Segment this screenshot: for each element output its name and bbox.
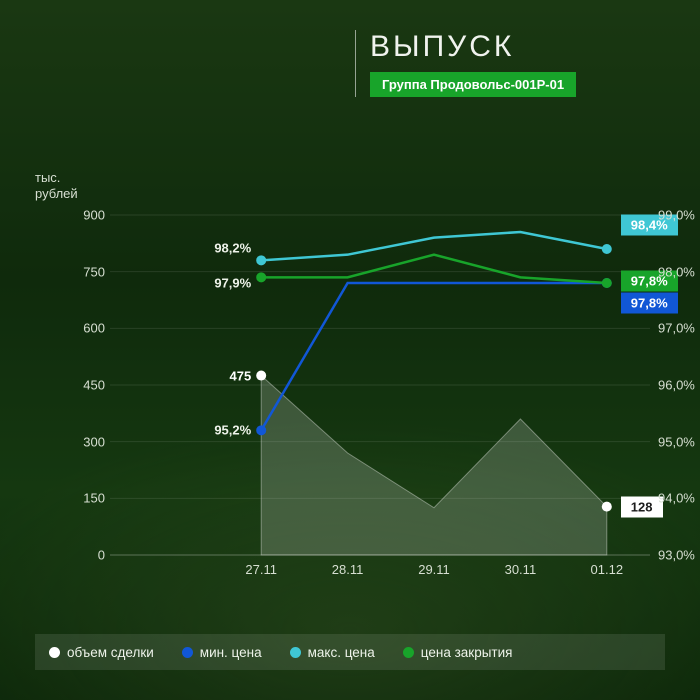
y-right-tick: 98,0%: [658, 264, 695, 279]
legend-label: мин. цена: [200, 645, 262, 660]
chart-legend: объем сделки мин. цена макс. цена цена закр…: [35, 634, 665, 670]
y-right-tick: 99,0%: [658, 208, 695, 223]
chart-header: ВЫПУСК Группа Продовольс-001Р-01: [355, 30, 576, 97]
y-left-tick: 300: [83, 434, 105, 449]
y-right-tick: 95,0%: [658, 434, 695, 449]
y-right-tick: 96,0%: [658, 378, 695, 393]
y-right-ticks: 93,0%94,0%95,0%96,0%97,0%98,0%99,0%: [658, 215, 700, 555]
y-left-axis-title: тыс.рублей: [35, 170, 78, 201]
label-min-first: 95,2%: [214, 423, 251, 438]
plot-region: 98,2%97,9%95,2%47598,4%97,8%97,8%128: [110, 215, 650, 555]
legend-label: цена закрытия: [421, 645, 513, 660]
legend-item: макс. цена: [290, 645, 375, 660]
legend-item: цена закрытия: [403, 645, 513, 660]
x-tick: 27.11: [245, 562, 277, 577]
label-max-first: 98,2%: [214, 241, 251, 256]
label-close-first: 97,9%: [214, 276, 251, 291]
legend-dot-icon: [290, 647, 301, 658]
legend-dot-icon: [403, 647, 414, 658]
y-left-tick: 750: [83, 264, 105, 279]
chart-area: тыс.рублей 98,2%97,9%95,2%47598,4%97,8%9…: [35, 170, 665, 600]
x-tick: 01.12: [591, 562, 624, 577]
legend-dot-icon: [182, 647, 193, 658]
label-volume-first: 475: [229, 368, 251, 383]
legend-label: макс. цена: [308, 645, 375, 660]
legend-item: объем сделки: [49, 645, 154, 660]
label-volume-last: 128: [621, 496, 663, 517]
y-right-tick: 97,0%: [658, 321, 695, 336]
x-tick: 28.11: [332, 562, 364, 577]
y-right-tick: 93,0%: [658, 548, 695, 563]
y-left-tick: 150: [83, 491, 105, 506]
chart-svg: [110, 215, 650, 555]
y-right-tick: 94,0%: [658, 491, 695, 506]
y-left-tick: 0: [98, 548, 105, 563]
chart-subtitle: Группа Продовольс-001Р-01: [370, 72, 576, 97]
x-tick: 30.11: [505, 562, 537, 577]
legend-label: объем сделки: [67, 645, 154, 660]
y-left-ticks: 0150300450600750900: [75, 215, 105, 555]
chart-title: ВЫПУСК: [370, 30, 576, 64]
legend-dot-icon: [49, 647, 60, 658]
x-ticks: 27.11 28.11 29.11 30.11 01.12: [110, 562, 650, 582]
legend-item: мин. цена: [182, 645, 262, 660]
y-left-tick: 900: [83, 208, 105, 223]
y-left-tick: 600: [83, 321, 105, 336]
y-left-tick: 450: [83, 378, 105, 393]
x-tick: 29.11: [418, 562, 450, 577]
